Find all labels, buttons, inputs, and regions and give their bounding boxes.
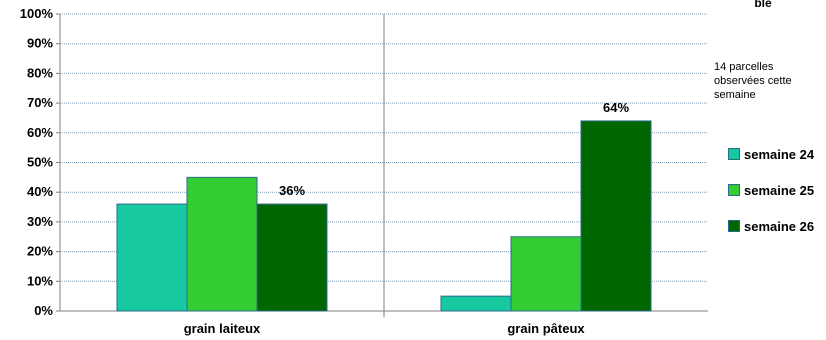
data-label: 36% [279,183,305,198]
y-tick-label: 20% [27,244,53,259]
bar-semaine-26-0 [256,203,328,312]
legend-item-semaine-24: semaine 24 [728,146,824,162]
data-label: 64% [603,100,629,115]
corner-title: ble [754,0,772,10]
y-tick-label: 40% [27,184,53,199]
y-tick-label: 10% [27,273,53,288]
bar-semaine-25-0 [186,176,258,312]
y-tick-label: 50% [27,155,53,170]
bars [116,120,652,312]
legend: semaine 24 semaine 25 semaine 26 [728,146,824,254]
legend-swatch-semaine-26 [728,220,740,232]
bar-semaine-24-0 [116,203,188,312]
y-tick-label: 80% [27,65,53,80]
x-category-label: grain laiteux [184,321,261,336]
y-tick-label: 30% [27,214,53,229]
y-tick-label: 90% [27,36,53,51]
y-tick-label: 100% [20,6,54,21]
legend-swatch-semaine-25 [728,184,740,196]
legend-label-semaine-25: semaine 25 [744,182,815,198]
y-tick-label: 0% [34,303,53,318]
legend-item-semaine-26: semaine 26 [728,218,824,234]
legend-label-semaine-24: semaine 24 [744,146,815,162]
x-category-label: grain pâteux [507,321,585,336]
labels: 0% 10% 20% 30% 40% 50% 60% 70% 80% 90% 100% grain l… [20,6,630,336]
bar-semaine-25-1 [510,236,582,312]
legend-item-semaine-25: semaine 25 [728,182,824,198]
bar-semaine-24-1 [440,295,512,312]
legend-label-semaine-26: semaine 26 [744,218,815,234]
legend-swatch-semaine-24 [728,148,740,160]
bar-semaine-26-1 [580,120,652,312]
observation-note: 14 parcelles observées cette semaine [714,61,792,101]
y-tick-label: 70% [27,95,53,110]
y-tick-label: 60% [27,125,53,140]
